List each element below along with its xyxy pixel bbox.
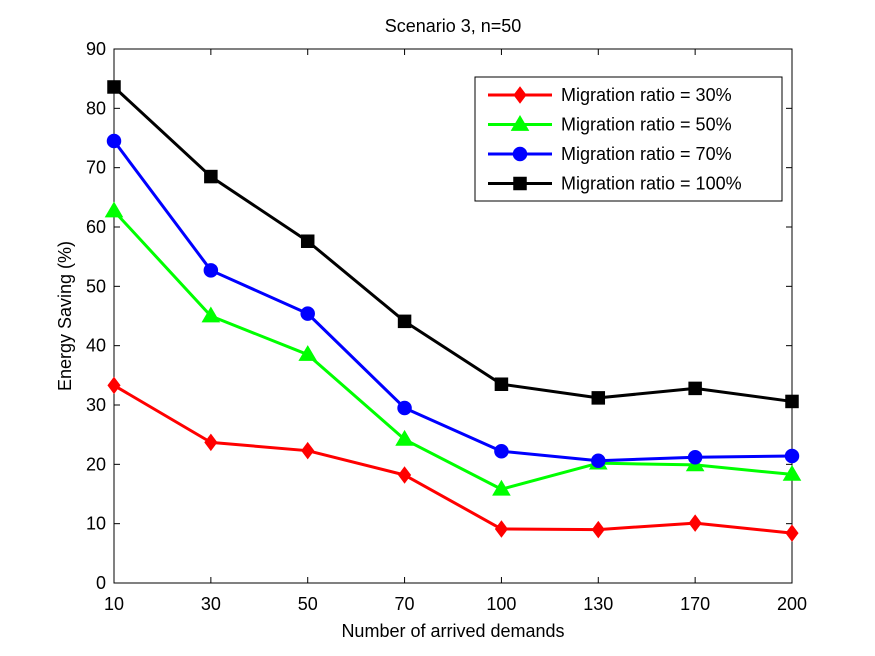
x-axis: 10 30 50 70 100 130 170 200	[104, 49, 807, 614]
x-tick-label: 50	[298, 594, 318, 614]
square-marker	[204, 169, 218, 184]
triangle-marker	[395, 429, 414, 446]
series-3	[106, 133, 800, 469]
diamond-marker	[204, 433, 218, 452]
y-tick-label: 50	[86, 276, 106, 296]
circle-marker	[203, 263, 219, 278]
diamond-marker	[398, 466, 412, 484]
y-tick-label: 30	[86, 395, 106, 415]
y-tick-label: 40	[86, 336, 106, 356]
diamond-marker	[688, 514, 702, 532]
legend: Migration ratio = 30% Migration ratio = 5…	[474, 76, 783, 202]
circle-marker	[494, 444, 509, 459]
series-1	[107, 376, 799, 542]
triangle-marker	[782, 464, 802, 481]
series-line	[112, 209, 793, 491]
square-marker	[397, 314, 412, 329]
series-line	[113, 384, 793, 535]
y-tick-label: 70	[86, 158, 106, 178]
x-tick-label: 170	[680, 594, 710, 614]
x-axis-label: Number of arrived demands	[341, 621, 564, 641]
y-tick-label: 0	[96, 573, 106, 593]
diamond-marker	[591, 520, 605, 539]
x-tick-label: 70	[395, 594, 415, 614]
x-tick-label: 100	[486, 594, 516, 614]
square-marker	[688, 381, 702, 396]
diamond-marker	[301, 441, 315, 460]
x-tick-label: 200	[777, 594, 807, 614]
square-marker	[513, 176, 527, 191]
circle-marker	[106, 133, 122, 149]
legend-label: Migration ratio = 50%	[561, 115, 732, 135]
triangle-marker	[510, 115, 530, 131]
y-axis-label: Energy Saving (%)	[55, 241, 75, 391]
square-marker	[300, 234, 315, 248]
square-marker	[494, 377, 509, 391]
y-tick-label: 90	[86, 39, 106, 59]
series-line	[112, 140, 793, 463]
x-tick-label: 30	[201, 594, 221, 614]
circle-marker	[397, 400, 412, 416]
chart-title: Scenario 3, n=50	[385, 16, 522, 36]
square-marker	[785, 394, 799, 409]
legend-label: Migration ratio = 30%	[561, 85, 732, 105]
series-line	[112, 85, 793, 403]
y-axis: 0 10 20 30 40 50 60 70 80 90	[86, 39, 792, 593]
diamond-marker	[107, 376, 121, 395]
legend-label: Migration ratio = 70%	[561, 144, 732, 164]
triangle-marker	[298, 345, 318, 361]
circle-marker	[687, 449, 703, 465]
square-marker	[591, 391, 606, 405]
legend-entry: Migration ratio = 50%	[488, 115, 732, 135]
series-layer	[104, 80, 802, 542]
legend-entry: Migration ratio = 70%	[488, 144, 732, 164]
diamond-marker	[513, 86, 527, 104]
legend-entry: Migration ratio = 100%	[488, 174, 742, 194]
legend-entry: Migration ratio = 30%	[488, 85, 732, 105]
series-4	[107, 80, 799, 409]
circle-marker	[300, 306, 315, 321]
x-tick-label: 10	[104, 594, 124, 614]
series-2	[104, 201, 802, 496]
y-tick-label: 10	[86, 514, 106, 534]
legend-label: Migration ratio = 100%	[561, 174, 742, 194]
diamond-marker	[785, 524, 799, 542]
triangle-marker	[492, 479, 511, 496]
diamond-marker	[494, 520, 508, 538]
x-tick-label: 130	[583, 594, 613, 614]
triangle-marker	[104, 201, 124, 218]
circle-marker	[784, 448, 800, 464]
square-marker	[107, 80, 121, 94]
y-tick-label: 80	[86, 98, 106, 118]
y-tick-label: 20	[86, 454, 106, 474]
triangle-marker	[201, 306, 221, 323]
circle-marker	[512, 146, 528, 162]
circle-marker	[591, 453, 606, 469]
y-tick-label: 60	[86, 217, 106, 237]
